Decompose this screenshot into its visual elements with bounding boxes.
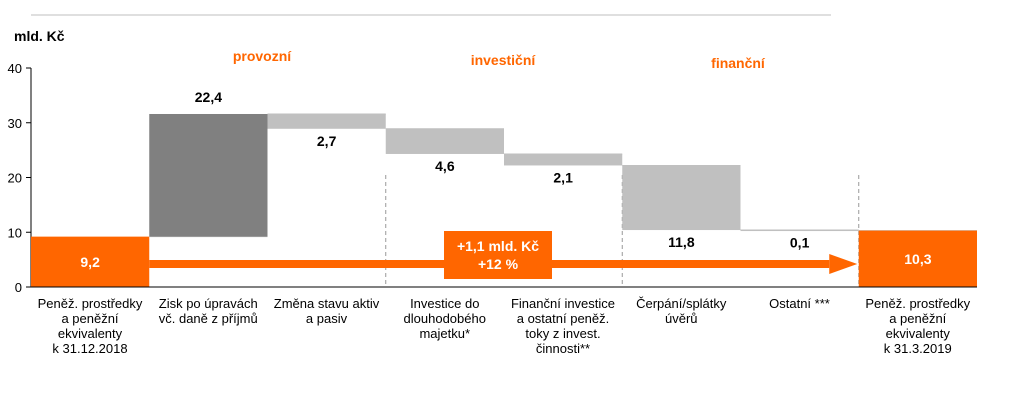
y-tick-label: 10 bbox=[8, 225, 22, 240]
trend-arrow-head bbox=[829, 254, 858, 274]
category-label-line: Finanční investice bbox=[510, 296, 616, 311]
group-label-investicni: investiční bbox=[470, 52, 536, 68]
bar-value-label: 9,2 bbox=[80, 254, 100, 270]
category-label-line: a peněžní bbox=[61, 311, 119, 326]
category-label-line: a peněžní bbox=[889, 311, 947, 326]
bar-value-label: 2,7 bbox=[317, 133, 337, 149]
change-summary-box: +1,1 mld. Kč +12 % bbox=[444, 231, 552, 279]
bar-value-label: 11,8 bbox=[668, 234, 695, 250]
category-label-line: majetku* bbox=[419, 326, 471, 341]
y-axis-unit-label: mld. Kč bbox=[14, 28, 65, 44]
bar-value-label: 10,3 bbox=[904, 251, 931, 267]
category-label-line: toky z invest. bbox=[525, 326, 601, 341]
bar-6 bbox=[622, 165, 741, 231]
category-label-line: ekvivalenty bbox=[885, 326, 950, 341]
category-label-line: Investice do bbox=[410, 296, 480, 311]
category-label-1: Peněž. prostředky a peněžní ekvivalenty k 3… bbox=[31, 296, 149, 356]
group-label-financni: finanční bbox=[711, 55, 765, 71]
category-label-line: Ostatní *** bbox=[769, 296, 830, 311]
category-label-7: Ostatní *** bbox=[741, 296, 859, 311]
y-tick-label: 30 bbox=[8, 116, 22, 131]
category-label-line: a ostatní peněž. bbox=[516, 311, 610, 326]
category-label-line: Čerpání/splátky bbox=[636, 296, 727, 311]
category-label-line: vč. daně z příjmů bbox=[158, 311, 258, 326]
category-label-line: činnosti** bbox=[535, 341, 591, 356]
category-label-line: k 31.12.2018 bbox=[52, 341, 128, 356]
bar-7 bbox=[740, 230, 859, 232]
category-label-8: Peněž. prostředky a peněžní ekvivalenty k 3… bbox=[859, 296, 977, 356]
change-summary-absolute: +1,1 mld. Kč bbox=[456, 238, 540, 254]
bar-3 bbox=[267, 113, 386, 129]
change-summary-percent: +12 % bbox=[477, 256, 519, 272]
bar-value-label: 2,1 bbox=[553, 169, 573, 185]
y-tick-label: 0 bbox=[15, 280, 22, 295]
category-label-line: Změna stavu aktiv bbox=[273, 296, 380, 311]
bar-5 bbox=[504, 153, 623, 166]
category-label-line: úvěrů bbox=[664, 311, 698, 326]
category-label-line: Zisk po úpravách bbox=[158, 296, 258, 311]
group-label-provozni: provozní bbox=[232, 48, 292, 64]
category-label-4: Investice do dlouhodobého majetku* bbox=[386, 296, 504, 341]
category-label-6: Čerpání/splátky úvěrů bbox=[622, 296, 740, 326]
bar-8 bbox=[858, 230, 977, 287]
category-label-line: ekvivalenty bbox=[57, 326, 123, 341]
bar-value-label: 0,1 bbox=[790, 235, 810, 251]
y-tick-label: 20 bbox=[8, 171, 22, 186]
category-label-3: Změna stavu aktiv a pasiv bbox=[268, 296, 386, 326]
category-label-line: Peněž. prostředky bbox=[37, 296, 143, 311]
bar-1 bbox=[31, 236, 150, 287]
bar-2 bbox=[149, 113, 268, 237]
category-label-line: dlouhodobého bbox=[403, 311, 486, 326]
category-label-line: k 31.3.2019 bbox=[883, 341, 952, 356]
category-label-2: Zisk po úpravách vč. daně z příjmů bbox=[149, 296, 267, 326]
bar-value-label: 4,6 bbox=[435, 158, 455, 174]
category-label-5: Finanční investice a ostatní peněž. toky z… bbox=[504, 296, 622, 356]
y-tick-label: 40 bbox=[8, 61, 22, 76]
bar-4 bbox=[385, 128, 504, 154]
bar-value-label: 22,4 bbox=[195, 89, 222, 105]
category-label-line: a pasiv bbox=[305, 311, 348, 326]
category-label-line: Peněž. prostředky bbox=[865, 296, 971, 311]
